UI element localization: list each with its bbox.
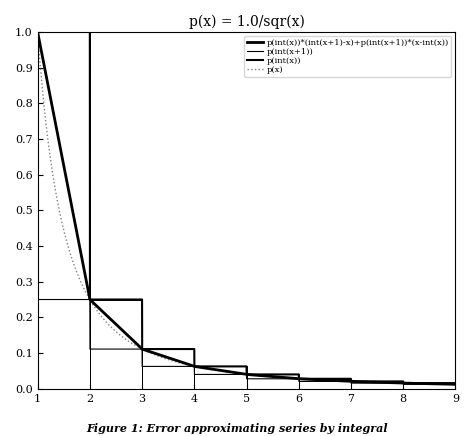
Legend: p(int(x))*(int(x+1)-x)+p(int(x+1))*(x-int(x)), p(int(x+1)), p(int(x)), p(x): p(int(x))*(int(x+1)-x)+p(int(x+1))*(x-in…	[244, 36, 451, 77]
Text: Figure 1: Error approximating series by integral: Figure 1: Error approximating series by …	[86, 422, 388, 434]
Title: p(x) = 1.0/sqr(x): p(x) = 1.0/sqr(x)	[189, 15, 304, 29]
